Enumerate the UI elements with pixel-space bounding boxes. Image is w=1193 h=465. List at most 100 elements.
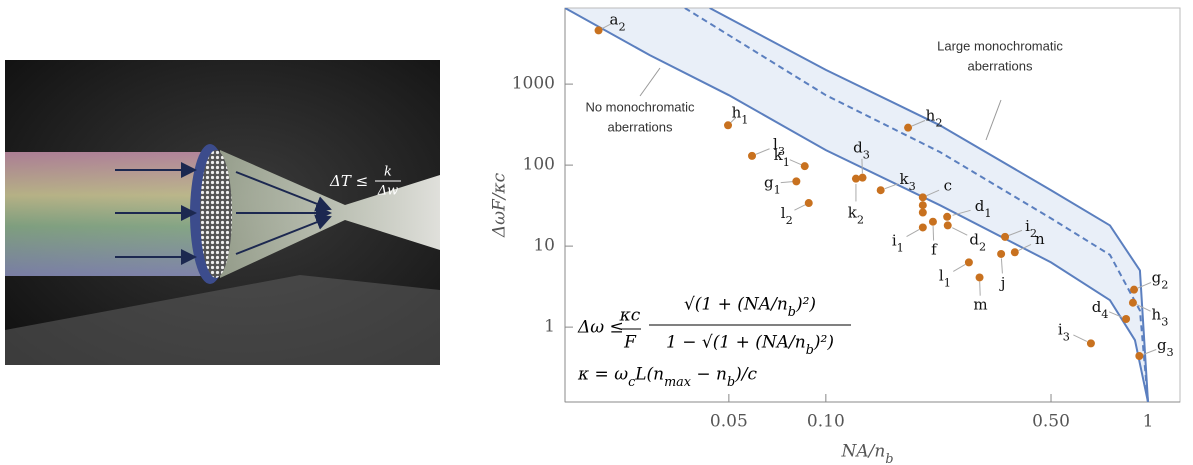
point-label: i1 [892, 231, 904, 254]
bound-curve [565, 8, 1149, 402]
data-point [918, 201, 927, 210]
point-label: i3 [1058, 320, 1070, 343]
leader [1000, 258, 1003, 274]
data-point [792, 177, 801, 186]
formula: κc [619, 306, 641, 326]
data-point [918, 193, 927, 202]
leader [1073, 334, 1088, 342]
point-label: l3 [773, 135, 785, 158]
leader [952, 209, 971, 216]
y-tick-label: 10 [533, 236, 555, 256]
arrow [235, 214, 332, 255]
formula: √(1 + (NA/nb)²) [684, 295, 816, 321]
data-point [918, 208, 927, 217]
leader [953, 264, 966, 272]
leader [952, 227, 968, 236]
point-label: j [999, 274, 1006, 292]
y-axis-title: ΔωF/κc [490, 172, 510, 238]
leader [979, 281, 981, 296]
floor [5, 275, 440, 365]
annotation: aberrations [607, 119, 673, 134]
leader [861, 158, 863, 174]
leader [1008, 229, 1023, 236]
data-point [918, 223, 927, 232]
feasible-region [565, 8, 1148, 402]
leader [884, 183, 899, 190]
point-label: f [931, 241, 938, 259]
leader [755, 148, 770, 155]
point-label: h3 [1152, 306, 1169, 329]
y-tick-label: 1000 [512, 74, 555, 94]
data-point [748, 151, 757, 160]
x-tick-label: 1 [1143, 412, 1154, 432]
bound-curve [684, 8, 1149, 402]
point-label: k1 [774, 146, 790, 169]
data-point [800, 162, 809, 171]
data-point [1001, 232, 1010, 241]
formula: F [623, 333, 637, 353]
leader [911, 120, 926, 127]
point-label: c [944, 176, 952, 194]
leader [932, 226, 935, 241]
illustration: ΔT ≤ k Δw [5, 60, 440, 365]
data-point [851, 174, 860, 183]
arrow [235, 171, 332, 212]
point-label: h1 [732, 103, 749, 126]
leader [794, 204, 806, 211]
data-point [1135, 351, 1144, 360]
point-label: i2 [1025, 217, 1037, 240]
data-point [1130, 285, 1139, 294]
leader [789, 159, 802, 166]
data-point [997, 249, 1006, 258]
data-point [1010, 248, 1019, 257]
equation: Δw [377, 184, 399, 199]
x-axis-title: NA/nb [841, 442, 894, 465]
leader [1137, 282, 1152, 289]
data-point [724, 121, 733, 130]
data-point [943, 221, 952, 230]
y-tick-label: 100 [523, 155, 555, 175]
annotation: No monochromatic [585, 99, 695, 114]
formula: κ = ωcL(nmax − nb)/c [577, 365, 758, 391]
leader [639, 67, 661, 97]
point-label: k2 [848, 204, 864, 227]
equation: k [384, 165, 392, 180]
annotation: aberrations [967, 58, 1033, 73]
data-point [804, 199, 813, 208]
data-point [928, 217, 937, 226]
leader [1136, 304, 1151, 312]
point-label: l2 [781, 204, 793, 227]
point-label: d2 [969, 230, 986, 253]
lens-surface [200, 150, 232, 278]
point-label: d4 [1092, 298, 1109, 321]
formula: Δω ≤ [577, 318, 624, 338]
leader [1018, 243, 1032, 251]
x-tick-label: 0.50 [1032, 412, 1070, 432]
data-point [943, 212, 952, 221]
data-point [1086, 339, 1095, 348]
bound-curve [709, 8, 1149, 402]
point-label: l1 [939, 266, 951, 289]
leader [985, 99, 1002, 141]
data-point [876, 186, 885, 195]
leader [1108, 311, 1123, 318]
data-point [975, 273, 984, 282]
y-tick-label: 1 [544, 317, 555, 337]
formula: 1 − √(1 + (NA/nb)²) [666, 333, 834, 359]
leader [601, 23, 612, 30]
annotation: Large monochromatic [937, 38, 1063, 53]
data-point [858, 173, 867, 182]
point-label: m [973, 295, 987, 313]
point-label: n [1035, 230, 1045, 248]
x-tick-label: 0.05 [710, 412, 748, 432]
point-label: g1 [764, 173, 781, 196]
equation: ΔT ≤ [329, 172, 368, 190]
leader [1143, 349, 1157, 355]
leader [926, 189, 940, 197]
data-point [594, 26, 603, 35]
point-label: g3 [1157, 336, 1174, 359]
data-point [964, 258, 973, 267]
point-label: g2 [1152, 269, 1169, 292]
leader [906, 229, 920, 237]
